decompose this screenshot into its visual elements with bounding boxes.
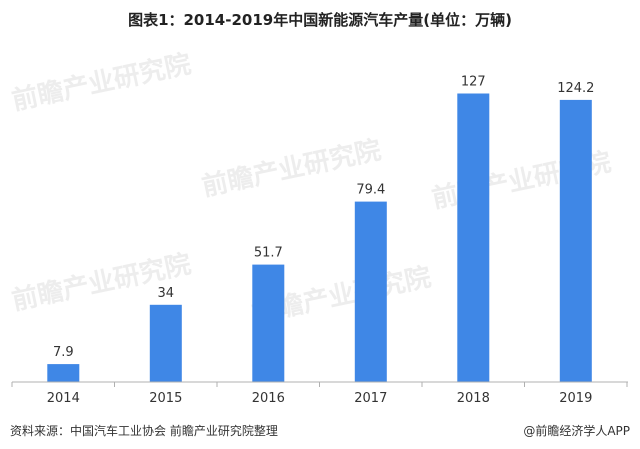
value-label-2015: 34 [158,286,175,301]
chart-title: 图表1：2014-2019年中国新能源汽车产量(单位：万辆) [128,11,512,29]
bar-2017 [354,201,387,382]
x-tick-labels-group: 2014 2015 2016 2017 2018 2019 [47,391,593,406]
value-labels-group: 7.9 34 51.7 79.4 127 124.2 [53,75,594,361]
value-label-2014: 7.9 [53,345,74,360]
x-tick-label-2016: 2016 [252,391,285,406]
source-note: 资料来源：中国汽车工业协会 前瞻产业研究院整理 [10,424,278,438]
bar-2019 [559,99,592,383]
bar-2016 [252,264,285,382]
value-label-2019: 124.2 [557,81,594,96]
x-tick-label-2019: 2019 [559,391,592,406]
x-tick-label-2015: 2015 [149,391,182,406]
value-label-2017: 79.4 [356,183,385,198]
bars-group [47,93,592,383]
x-tick-label-2014: 2014 [47,391,80,406]
x-tick-label-2018: 2018 [457,391,490,406]
bar-2015 [149,304,182,382]
bar-2018 [457,93,490,382]
x-ticks-group [11,382,628,387]
value-label-2016: 51.7 [254,246,283,261]
bar-2014 [47,364,80,382]
credit-note: @前瞻经济学人APP [523,424,630,438]
x-tick-label-2017: 2017 [354,391,387,406]
value-label-2018: 127 [461,75,486,90]
